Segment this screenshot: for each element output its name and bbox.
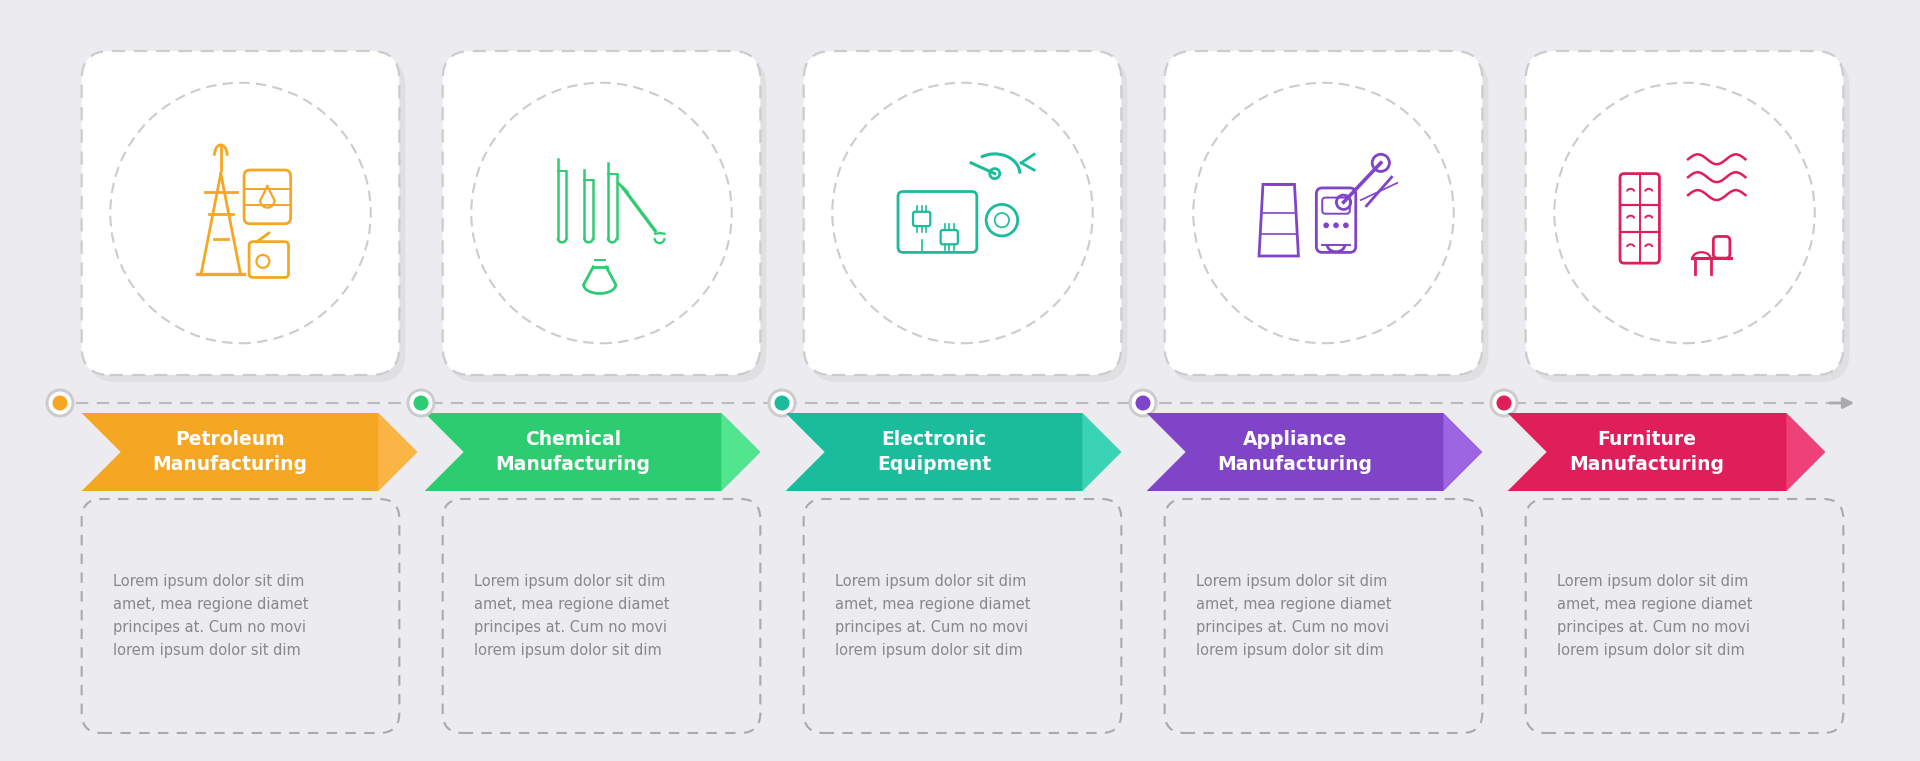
Circle shape [774, 396, 789, 410]
FancyBboxPatch shape [83, 51, 399, 375]
FancyBboxPatch shape [1526, 51, 1843, 375]
FancyBboxPatch shape [88, 58, 405, 382]
Text: Lorem ipsum dolor sit dim
amet, mea regione diamet
principes at. Cum no movi
lor: Lorem ipsum dolor sit dim amet, mea regi… [474, 575, 670, 658]
Polygon shape [378, 413, 417, 491]
Polygon shape [785, 413, 1121, 491]
Circle shape [1496, 396, 1511, 410]
Circle shape [407, 389, 436, 418]
Circle shape [46, 389, 75, 418]
Text: Petroleum
Manufacturing: Petroleum Manufacturing [152, 431, 307, 473]
FancyBboxPatch shape [1165, 51, 1482, 375]
Circle shape [770, 391, 793, 415]
FancyBboxPatch shape [1532, 58, 1849, 382]
Circle shape [413, 396, 428, 410]
Polygon shape [1444, 413, 1482, 491]
Polygon shape [83, 413, 417, 491]
Polygon shape [722, 413, 760, 491]
FancyBboxPatch shape [810, 58, 1127, 382]
Circle shape [768, 389, 797, 418]
Circle shape [1492, 391, 1515, 415]
Circle shape [1131, 391, 1154, 415]
FancyBboxPatch shape [804, 51, 1121, 375]
Text: Lorem ipsum dolor sit dim
amet, mea regione diamet
principes at. Cum no movi
lor: Lorem ipsum dolor sit dim amet, mea regi… [113, 575, 309, 658]
Circle shape [1342, 222, 1348, 228]
Circle shape [1490, 389, 1519, 418]
Polygon shape [1786, 413, 1826, 491]
Polygon shape [1507, 413, 1826, 491]
FancyBboxPatch shape [444, 51, 760, 375]
Polygon shape [1083, 413, 1121, 491]
FancyBboxPatch shape [449, 58, 766, 382]
Text: Chemical
Manufacturing: Chemical Manufacturing [495, 431, 651, 473]
Polygon shape [1146, 413, 1482, 491]
Text: Furniture
Manufacturing: Furniture Manufacturing [1569, 431, 1724, 473]
Text: Electronic
Equipment: Electronic Equipment [877, 431, 991, 473]
Circle shape [52, 396, 67, 410]
Circle shape [409, 391, 432, 415]
Text: Lorem ipsum dolor sit dim
amet, mea regione diamet
principes at. Cum no movi
lor: Lorem ipsum dolor sit dim amet, mea regi… [1557, 575, 1753, 658]
Circle shape [1323, 222, 1329, 228]
Text: Lorem ipsum dolor sit dim
amet, mea regione diamet
principes at. Cum no movi
lor: Lorem ipsum dolor sit dim amet, mea regi… [835, 575, 1031, 658]
Circle shape [1332, 222, 1338, 228]
Text: Appliance
Manufacturing: Appliance Manufacturing [1217, 431, 1373, 473]
Text: Lorem ipsum dolor sit dim
amet, mea regione diamet
principes at. Cum no movi
lor: Lorem ipsum dolor sit dim amet, mea regi… [1196, 575, 1392, 658]
Polygon shape [424, 413, 760, 491]
Circle shape [48, 391, 71, 415]
FancyBboxPatch shape [1171, 58, 1488, 382]
Circle shape [1129, 389, 1158, 418]
Circle shape [1135, 396, 1150, 410]
